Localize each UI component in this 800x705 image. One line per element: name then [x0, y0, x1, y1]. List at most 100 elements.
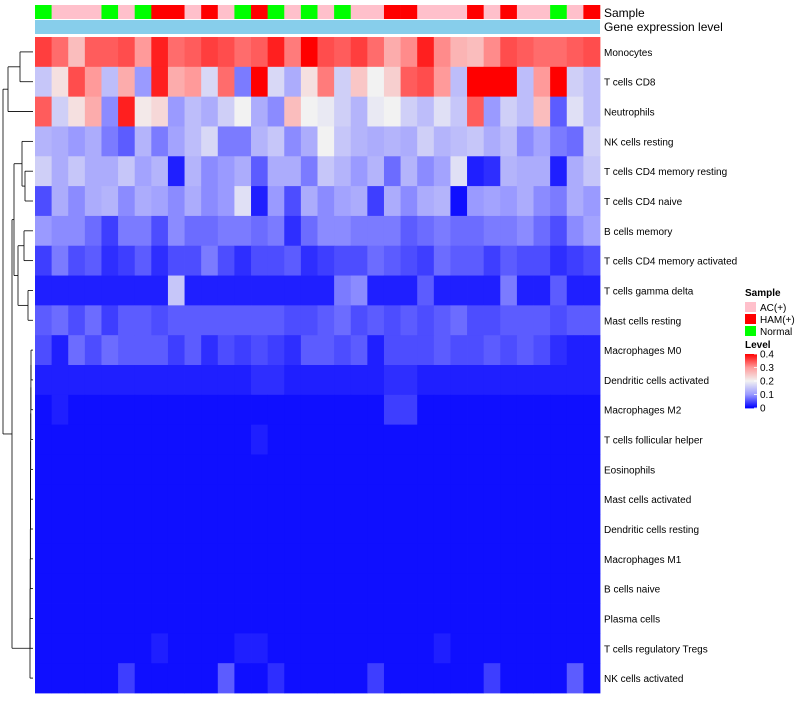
heatmap-cell: [583, 37, 601, 68]
heatmap-cell: [367, 96, 385, 127]
heatmap-cell: [267, 335, 285, 366]
row-label: Dendritic cells activated: [604, 376, 709, 387]
heatmap-cell: [284, 573, 302, 604]
row-label: Monocytes: [604, 48, 652, 59]
row-labels: Monocytes T cells CD8 Neutrophils NK cells …: [604, 48, 737, 685]
heatmap-cell: [467, 126, 485, 157]
heatmap-cell: [400, 484, 418, 515]
heatmap-cell: [450, 573, 468, 604]
legend-colorbar-segment: [745, 366, 757, 368]
heatmap-cell: [251, 305, 269, 336]
heatmap-cell: [35, 37, 53, 68]
heatmap-cell: [68, 633, 86, 664]
legend-colorbar-segment: [745, 390, 757, 392]
heatmap-cell: [234, 245, 252, 276]
heatmap-cell: [450, 543, 468, 575]
heatmap-cell: [184, 245, 202, 276]
heatmap-cell: [234, 484, 252, 515]
heatmap-cell: [201, 633, 219, 664]
heatmap-cell: [300, 365, 318, 396]
heatmap-cell: [583, 215, 601, 247]
heatmap-cell: [417, 424, 435, 455]
heatmap-cell: [118, 424, 136, 455]
heatmap-cell: [217, 66, 235, 98]
heatmap-cell: [383, 365, 401, 396]
heatmap-cell: [467, 663, 485, 694]
heatmap-cell: [433, 335, 451, 366]
heatmap-cell: [550, 543, 568, 575]
heatmap-cell: [51, 66, 69, 98]
heatmap-cell: [417, 335, 435, 366]
row-label: NK cells resting: [604, 137, 673, 148]
heatmap-cell: [417, 543, 435, 575]
heatmap-cell: [134, 96, 152, 127]
heatmap-cell: [134, 484, 152, 515]
heatmap-cell: [134, 275, 152, 306]
heatmap-cell: [51, 543, 69, 575]
heatmap-cell: [51, 215, 69, 247]
heatmap-cell: [433, 186, 451, 217]
heatmap-cell: [566, 633, 584, 664]
heatmap-cell: [516, 96, 534, 127]
heatmap-cell: [300, 305, 318, 336]
heatmap-cell: [84, 633, 102, 664]
heatmap-cell: [118, 37, 136, 68]
heatmap-cell: [433, 573, 451, 604]
heatmap-cell: [201, 186, 219, 217]
legend-colorbar-segment: [745, 380, 757, 382]
heatmap-cell: [317, 215, 335, 247]
heatmap-cell: [167, 514, 185, 545]
heatmap-cell: [566, 484, 584, 515]
legend-tick-label: 0: [760, 404, 766, 415]
legend-colorbar-segment: [745, 388, 757, 390]
heatmap-cell: [217, 305, 235, 336]
legend-colorbar-segment: [745, 374, 757, 376]
heatmap-cell: [417, 633, 435, 664]
heatmap-cells: [35, 37, 601, 694]
heatmap-cell: [583, 424, 601, 455]
heatmap-cell: [118, 603, 136, 634]
heatmap-cell: [317, 186, 335, 217]
heatmap-cell: [251, 394, 269, 426]
heatmap-cell: [467, 454, 485, 485]
heatmap-cell: [367, 365, 385, 396]
sample-annotation-cell: [550, 5, 568, 19]
heatmap-cell: [350, 365, 368, 396]
heatmap-cell: [134, 663, 152, 694]
heatmap-cell: [533, 454, 551, 485]
legend-colorbar-segment: [745, 375, 757, 377]
heatmap-cell: [267, 424, 285, 455]
legend-colorbar-segment: [745, 371, 757, 373]
heatmap-cell: [467, 424, 485, 455]
heatmap-cell: [334, 454, 352, 485]
heatmap-cell: [267, 394, 285, 426]
heatmap-cell: [101, 633, 119, 664]
heatmap-cell: [134, 156, 152, 187]
heatmap-cell: [68, 335, 86, 366]
heatmap-cell: [566, 66, 584, 98]
heatmap-cell: [151, 126, 169, 157]
heatmap-cell: [234, 633, 252, 664]
heatmap-cell: [234, 424, 252, 455]
heatmap-cell: [483, 305, 501, 336]
heatmap-cell: [367, 394, 385, 426]
heatmap-cell: [450, 96, 468, 127]
heatmap-cell: [118, 514, 136, 545]
legend-colorbar-segment: [745, 357, 757, 359]
heatmap-cell: [350, 543, 368, 575]
heatmap-cell: [118, 454, 136, 485]
sample-annotation-cell: [483, 5, 501, 19]
heatmap-cell: [217, 335, 235, 366]
heatmap-cell: [483, 215, 501, 247]
legend-colorbar-segment: [745, 377, 757, 379]
heatmap-cell: [217, 543, 235, 575]
heatmap-cell: [118, 126, 136, 157]
heatmap-cell: [317, 245, 335, 276]
heatmap-cell: [35, 484, 53, 515]
heatmap-cell: [583, 305, 601, 336]
heatmap-cell: [101, 66, 119, 98]
heatmap-cell: [201, 454, 219, 485]
heatmap-cell: [516, 603, 534, 634]
sample-annotation-cell: [583, 5, 601, 19]
heatmap-cell: [35, 215, 53, 247]
